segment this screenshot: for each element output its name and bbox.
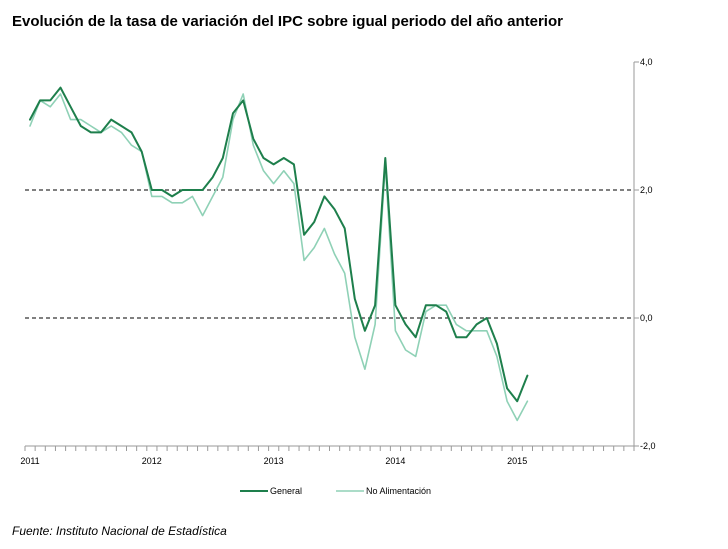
series-lines [29, 86, 529, 422]
y-tick-label: 4,0 [640, 57, 653, 67]
x-tick-label: 2011 [20, 456, 39, 466]
legend: General No Alimentación [240, 486, 431, 496]
x-axis: 2011 2012 2013 2014 2015 [20, 445, 635, 466]
x-tick-label: 2013 [264, 456, 284, 466]
source-note: Fuente: Instituto Nacional de Estadístic… [12, 524, 227, 538]
legend-label: General [270, 486, 302, 496]
x-tick-label: 2015 [507, 456, 527, 466]
legend-label: No Alimentación [366, 486, 431, 496]
y-tick-label: -2,0 [640, 441, 656, 451]
y-tick-label: 2,0 [640, 185, 653, 195]
series-line-no-alimentacion [29, 93, 529, 422]
series-line-general [29, 86, 529, 403]
y-tick-label: 0,0 [640, 313, 653, 323]
x-tick-label: 2012 [142, 456, 162, 466]
grid-lines [25, 189, 634, 319]
x-tick-label: 2014 [385, 456, 405, 466]
y-axis: 4,0 2,0 0,0 -2,0 [633, 57, 656, 451]
chart-title: Evolución de la tasa de variación del IP… [12, 13, 563, 30]
